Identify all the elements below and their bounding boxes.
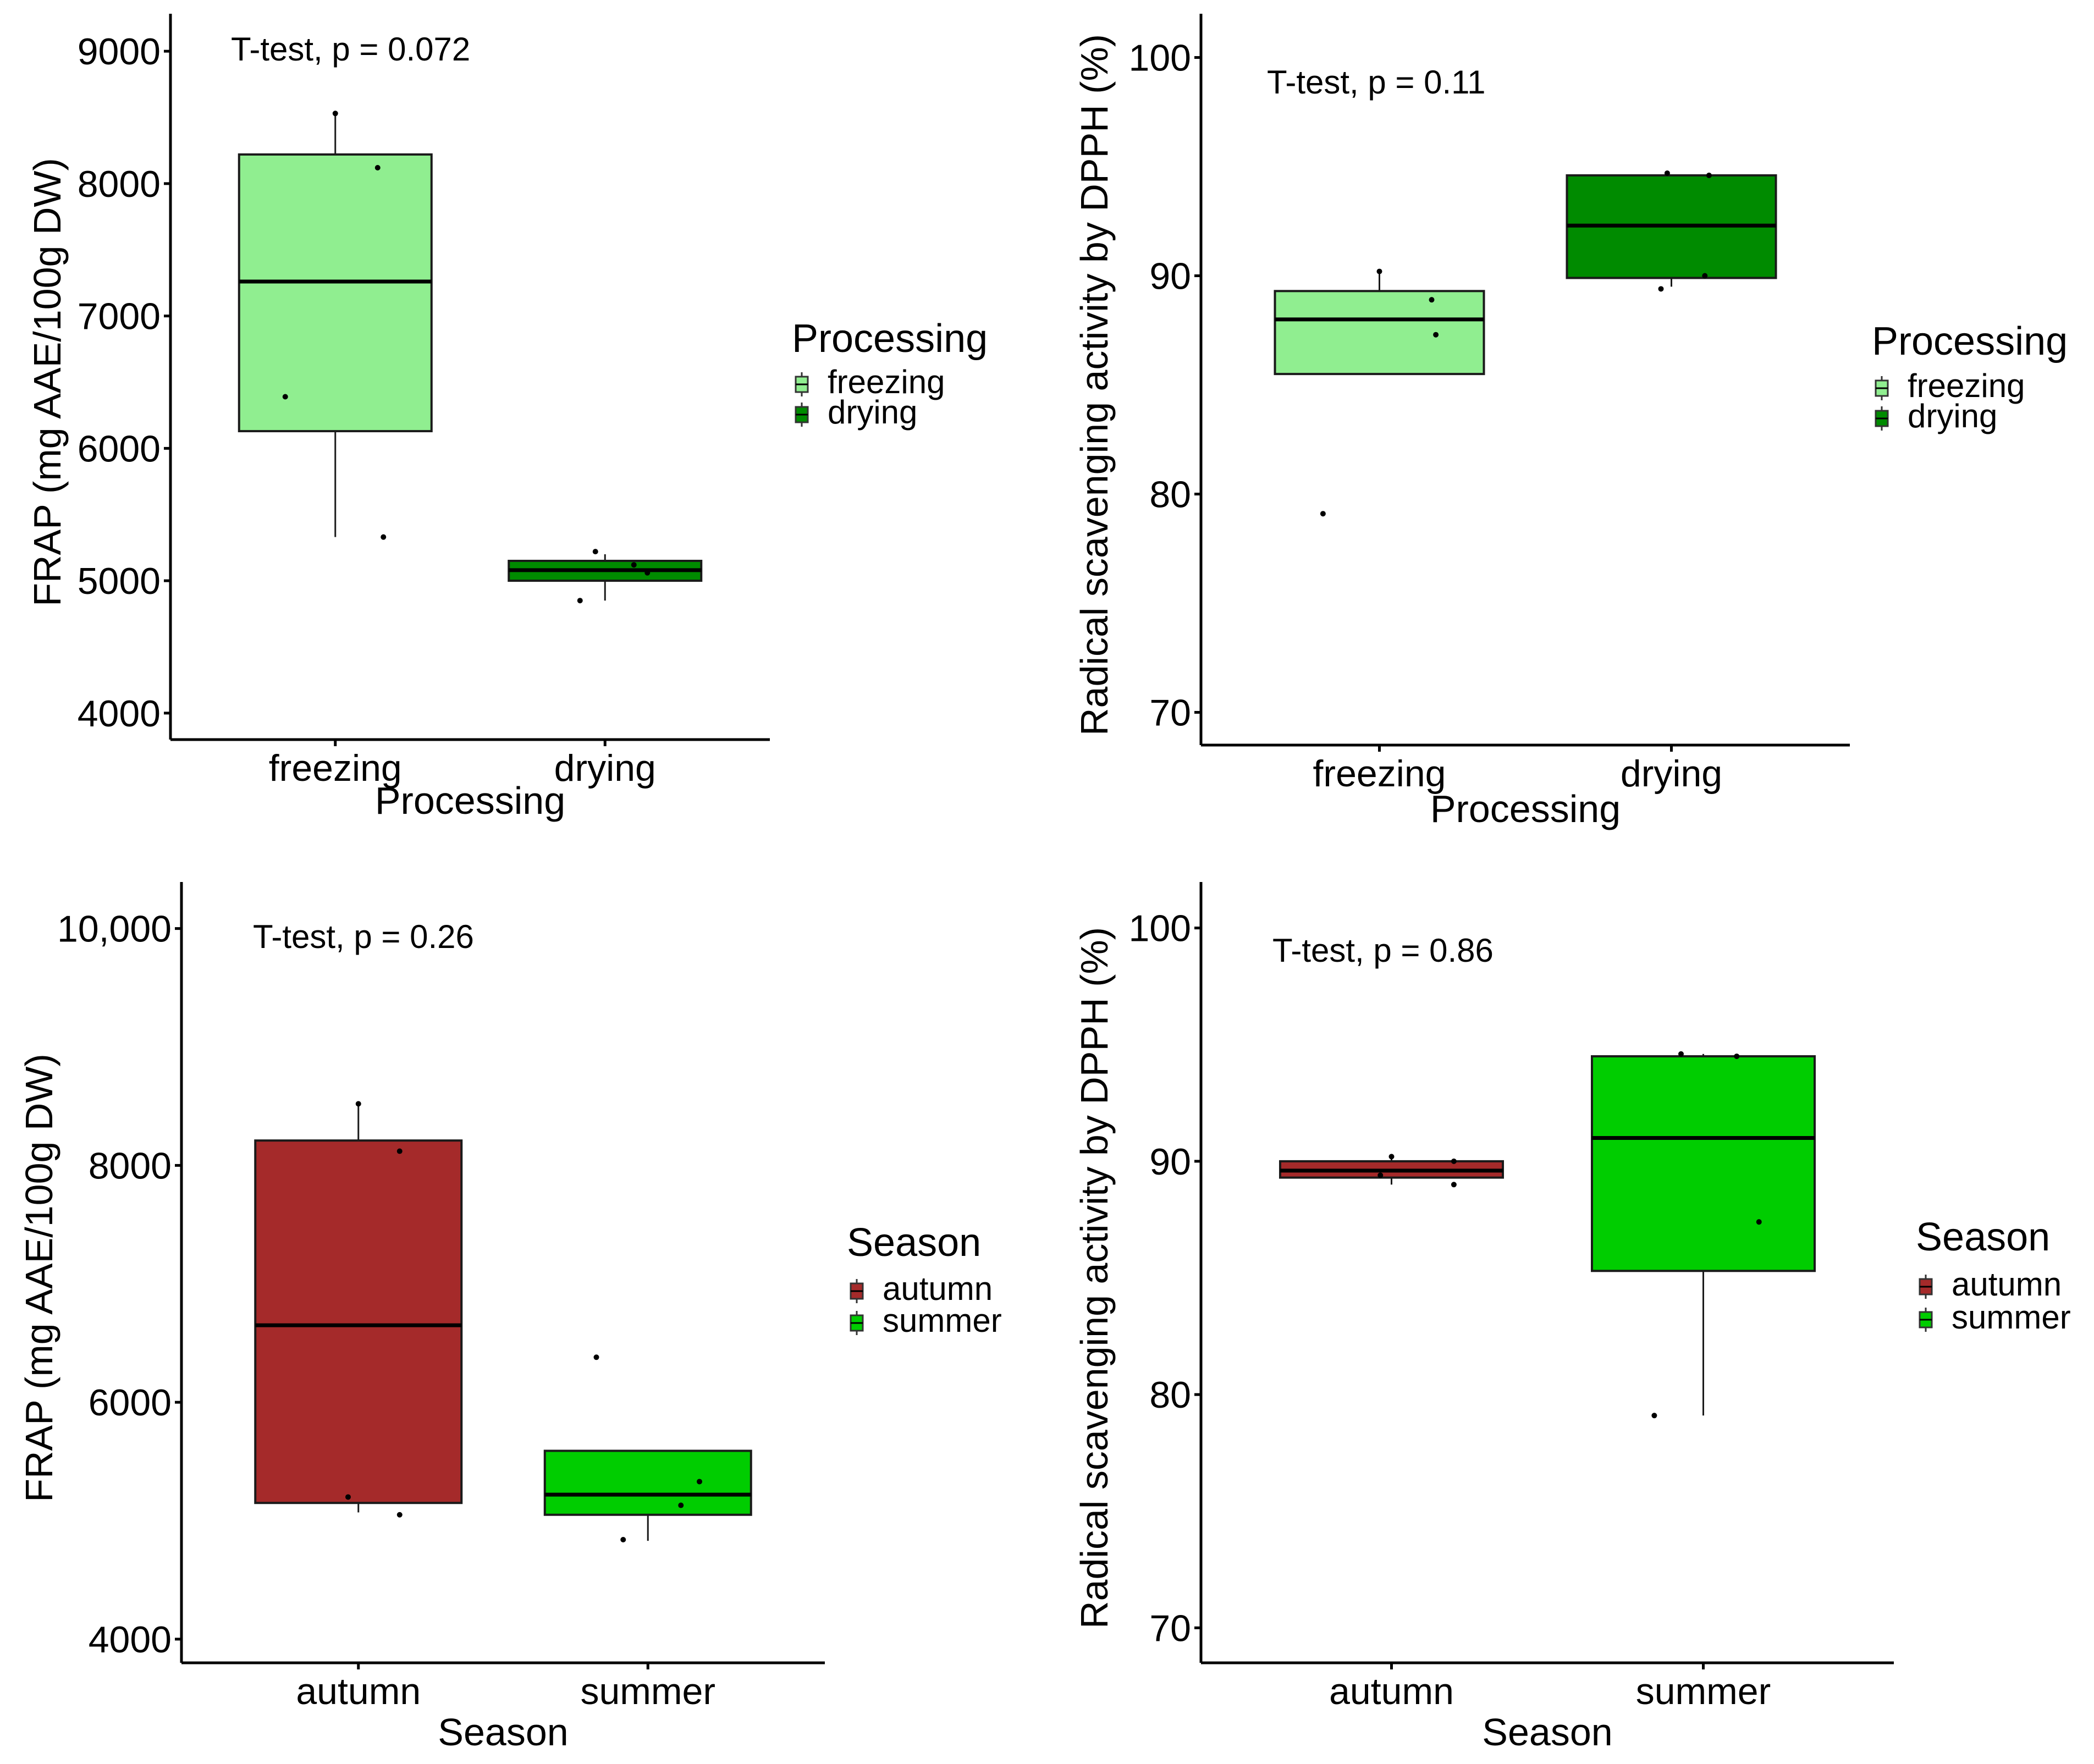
legend-label: drying [828, 394, 917, 431]
data-point [1376, 268, 1382, 274]
y-axis-title: Radical scavenging activity by DPPH (%) [1073, 34, 1116, 736]
data-point [332, 111, 338, 117]
box-summer [543, 1449, 752, 1516]
legend-label: freezing [828, 363, 945, 400]
y-tick-label: 4000 [78, 693, 161, 735]
y-tick-label: 9000 [78, 31, 161, 73]
t-test-annotation: T-test, p = 0.072 [231, 31, 470, 68]
y-tick-label: 4000 [89, 1619, 172, 1661]
y-axis-title: Radical scavenging activity by DPPH (%) [1073, 927, 1116, 1629]
t-test-annotation: T-test, p = 0.11 [1267, 64, 1485, 101]
x-tick-label: freezing [269, 747, 402, 789]
data-point [1433, 332, 1439, 338]
data-point [644, 570, 651, 576]
x-tick-label: drying [1621, 753, 1722, 795]
y-tick-label: 70 [1149, 692, 1191, 734]
y-tick-label: 80 [1149, 1374, 1191, 1416]
data-point [345, 1494, 351, 1500]
data-point [678, 1502, 684, 1508]
data-point [1377, 1172, 1384, 1178]
data-point [355, 1101, 361, 1107]
legend-title: Processing [792, 317, 988, 361]
x-axis-title: Season [438, 1711, 568, 1754]
legend-label: summer [883, 1302, 1002, 1339]
y-tick-label: 100 [1129, 908, 1191, 950]
data-point [1658, 286, 1664, 292]
data-point [592, 549, 598, 555]
data-point [1664, 170, 1670, 176]
data-point [1651, 1413, 1657, 1419]
x-tick-label: summer [580, 1671, 715, 1712]
box-freezing [1274, 290, 1485, 376]
data-point [1702, 273, 1708, 279]
legend-title: Season [1916, 1215, 2050, 1259]
y-tick-label: 90 [1149, 256, 1191, 297]
x-tick-label: autumn [1329, 1671, 1454, 1712]
data-point [374, 165, 381, 170]
x-tick-label: autumn [296, 1671, 421, 1712]
t-test-annotation: T-test, p = 0.26 [253, 918, 474, 955]
data-point [1388, 1154, 1395, 1160]
data-point [1320, 511, 1326, 517]
y-tick-label: 6000 [89, 1382, 172, 1424]
data-point [631, 562, 637, 568]
data-point [1734, 1053, 1740, 1059]
box-freezing [238, 153, 433, 433]
y-tick-label: 80 [1149, 473, 1191, 515]
y-tick-label: 90 [1149, 1141, 1191, 1183]
data-point [1451, 1182, 1457, 1188]
data-point [1429, 297, 1435, 303]
data-point [282, 394, 288, 400]
data-point [396, 1512, 403, 1518]
y-tick-label: 70 [1149, 1607, 1191, 1649]
x-axis-title: Season [1482, 1711, 1612, 1754]
data-point [1678, 1051, 1684, 1057]
data-point [381, 534, 387, 540]
legend-label: freezing [1908, 367, 2025, 404]
legend-title: Processing [1872, 319, 2068, 363]
x-tick-label: freezing [1313, 753, 1446, 795]
data-point [1756, 1219, 1762, 1225]
y-axis-title: FRAP (mg AAE/100g DW) [18, 1054, 60, 1502]
y-tick-label: 100 [1129, 37, 1191, 79]
y-tick-label: 7000 [78, 296, 161, 338]
x-axis-title: Processing [375, 779, 565, 822]
legend-label: autumn [883, 1270, 993, 1307]
x-axis-title: Processing [1430, 787, 1621, 830]
data-point [396, 1148, 403, 1154]
data-point [620, 1537, 626, 1542]
x-tick-label: drying [554, 747, 656, 789]
t-test-annotation: T-test, p = 0.86 [1272, 932, 1494, 969]
box-autumn [254, 1139, 463, 1504]
data-point [577, 598, 583, 604]
legend-title: Season [847, 1221, 981, 1265]
data-point [697, 1479, 702, 1485]
data-point [1706, 172, 1712, 178]
box-summer [1591, 1055, 1816, 1272]
y-tick-label: 8000 [78, 163, 161, 205]
legend-label: summer [1952, 1299, 2071, 1336]
data-point [593, 1354, 599, 1360]
y-tick-label: 5000 [78, 560, 161, 602]
data-point [1451, 1158, 1457, 1164]
y-tick-label: 6000 [78, 428, 161, 470]
y-tick-label: 10,000 [57, 908, 172, 950]
y-axis-title: FRAP (mg AAE/100g DW) [26, 158, 69, 607]
legend-label: drying [1908, 398, 1997, 434]
x-tick-label: summer [1636, 1671, 1771, 1712]
y-tick-label: 8000 [89, 1145, 172, 1187]
legend-label: autumn [1952, 1266, 2062, 1303]
